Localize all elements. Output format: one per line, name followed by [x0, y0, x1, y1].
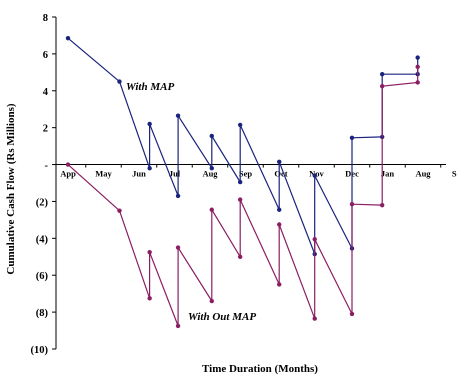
data-point: [277, 159, 282, 164]
y-tick-label: (8): [36, 308, 49, 319]
data-point: [415, 55, 420, 60]
data-point: [147, 296, 152, 301]
data-point: [175, 323, 181, 329]
data-point: [65, 36, 71, 41]
y-tick-label: (4): [36, 234, 49, 245]
data-point: [379, 83, 385, 89]
data-point: [175, 193, 181, 199]
y-axis-title: Cumulative Cash Flow (Rs Millions): [5, 103, 17, 274]
data-point: [147, 166, 152, 171]
data-point: [65, 162, 71, 167]
data-point: [209, 133, 214, 139]
y-tick-label: -: [45, 161, 49, 172]
data-point: [277, 282, 282, 287]
data-point: [175, 113, 181, 118]
data-point: [237, 179, 243, 185]
y-tick-label: (6): [36, 271, 49, 282]
data-point: [379, 202, 385, 208]
series-label-without-map: With Out MAP: [188, 311, 256, 323]
y-tick-label: 6: [43, 50, 48, 61]
data-point: [312, 237, 317, 242]
x-axis-ticks: AppMayJunJulAugSepOctNovDecJanAugSep: [60, 164, 457, 179]
series-with-map: [65, 36, 420, 257]
data-point: [415, 64, 420, 70]
y-tick-label: 2: [43, 124, 48, 135]
y-tick-label: (10): [31, 345, 49, 356]
x-tick-label: App: [60, 169, 76, 179]
data-point: [349, 202, 355, 207]
series-layer: [65, 36, 420, 329]
series-line: [67, 66, 419, 327]
x-tick-label: Nov: [309, 169, 324, 179]
data-point: [209, 298, 214, 304]
series-label-with-map: With MAP: [126, 81, 174, 93]
data-point: [209, 207, 214, 212]
x-tick-label: Oct: [274, 169, 287, 179]
y-tick-label: 8: [43, 13, 48, 24]
x-tick-label: May: [95, 169, 112, 179]
data-point: [349, 135, 355, 141]
data-point: [237, 122, 243, 128]
data-point: [147, 249, 152, 255]
data-point: [277, 207, 282, 212]
y-tick-label: 4: [43, 87, 49, 98]
series-without-map: [65, 64, 420, 329]
data-point: [312, 173, 317, 178]
x-axis-title: Time Duration (Months): [202, 363, 318, 375]
data-point: [117, 208, 122, 213]
data-point: [379, 71, 385, 77]
data-point: [277, 222, 282, 227]
data-point: [175, 245, 181, 250]
series-line: [67, 37, 419, 255]
x-tick-label: Jun: [132, 169, 146, 179]
data-point: [349, 311, 355, 317]
data-point: [209, 166, 214, 171]
x-tick-label: Aug: [202, 169, 218, 179]
data-point: [147, 121, 152, 127]
x-tick-label: Sep: [239, 169, 253, 179]
data-point: [237, 197, 243, 202]
data-point: [237, 254, 243, 259]
x-tick-label: Jan: [381, 169, 395, 179]
x-tick-label: Aug: [415, 169, 431, 179]
y-axis-ticks: 8 6 4 2 - (2) (4) (6) (8) (10): [31, 13, 56, 356]
data-point: [117, 79, 122, 84]
x-tick-label: Jul: [169, 169, 181, 179]
data-point: [415, 80, 420, 85]
x-tick-label: Sep: [452, 169, 457, 179]
data-point: [312, 316, 317, 321]
y-tick-label: (2): [36, 197, 49, 208]
